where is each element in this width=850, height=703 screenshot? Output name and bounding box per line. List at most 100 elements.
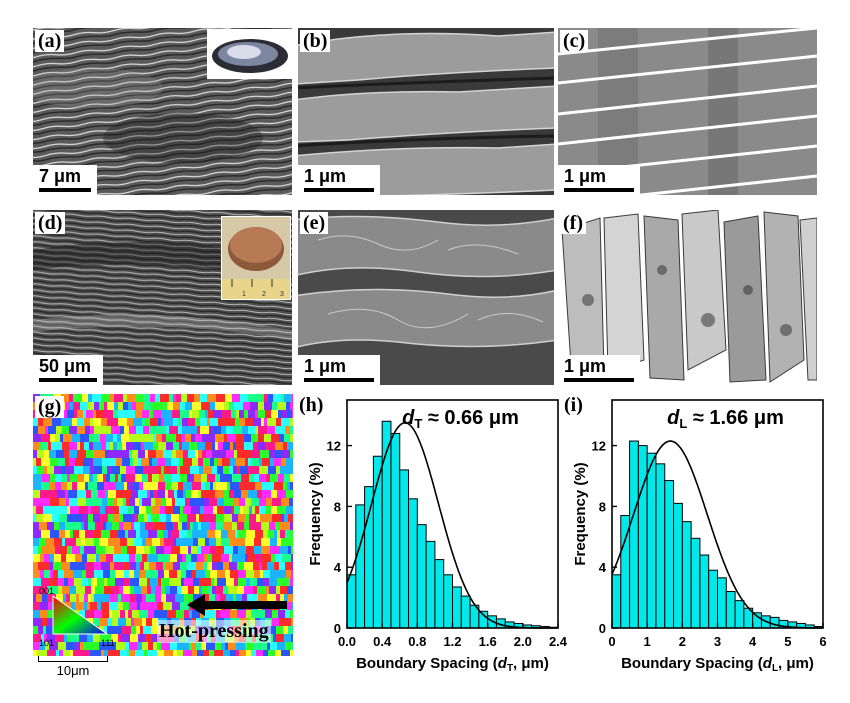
- x-tick-label: 0.0: [338, 634, 356, 649]
- panel-c: (c) 1 μm: [558, 28, 817, 195]
- y-tick-label: 12: [592, 439, 606, 454]
- panel-b: (b) 1 μm: [298, 28, 554, 195]
- panel-d-label: (d): [35, 212, 66, 234]
- histogram-bar: [673, 502, 683, 629]
- panel-c-label: (c): [560, 30, 589, 52]
- histogram-bar: [443, 574, 453, 629]
- panel-b-label: (b): [300, 30, 331, 52]
- histogram-bar: [655, 463, 666, 629]
- panel-f: (f) 1 μm: [558, 210, 817, 385]
- x-tick-label: 0.8: [408, 634, 426, 649]
- x-tick-label: 5: [784, 634, 791, 649]
- histogram-bar: [752, 612, 762, 629]
- x-tick-label: 2: [679, 634, 686, 649]
- x-tick-label: 1.6: [479, 634, 497, 649]
- scale-bar-e: 1 μm: [298, 355, 380, 385]
- panel-i-label: (i): [561, 394, 586, 416]
- histogram-bar: [717, 577, 727, 629]
- histogram-bar: [364, 486, 374, 629]
- panel-h: 0.0 0.4 0.8 1.2 1.6 2.0 2.4 0 4 8 12 Frequency (%) B…: [296, 392, 570, 698]
- scale-bar-f-text: 1 μm: [564, 356, 607, 376]
- y-axis-label: Frequency (%): [307, 462, 324, 565]
- scale-bar-f: 1 μm: [558, 355, 640, 385]
- histogram-bar: [434, 559, 445, 629]
- histogram-bar: [611, 574, 622, 629]
- histogram-bar: [416, 524, 427, 629]
- y-axis-label: Frequency (%): [572, 462, 589, 565]
- panel-f-label: (f): [560, 212, 586, 234]
- histogram-bar: [408, 498, 418, 629]
- panel-e: (e) 1 μm: [298, 210, 554, 385]
- histogram-bar: [690, 537, 701, 629]
- ipf-label-111: 111: [101, 638, 115, 648]
- hot-pressing-label: Hot-pressing: [157, 620, 271, 643]
- x-axis-label: Boundary Spacing (dL, μm): [621, 655, 814, 674]
- y-tick-label: 8: [599, 499, 606, 514]
- y-tick-label: 4: [334, 560, 342, 575]
- panel-a: (a) 7 μm: [33, 28, 292, 195]
- histogram-bar: [346, 574, 357, 629]
- x-tick-label: 6: [819, 634, 826, 649]
- ipf-label-001: 001: [39, 586, 54, 596]
- ipf-key: 001 101 111: [37, 584, 127, 648]
- y-tick-label: 4: [599, 560, 607, 575]
- histogram-bar: [769, 616, 780, 629]
- scale-bar-b: 1 μm: [298, 165, 380, 195]
- histogram-bar: [734, 600, 745, 629]
- histogram-bar: [355, 504, 366, 629]
- disc-sample-inset: 1 2 3: [221, 216, 291, 300]
- histogram-bar: [629, 440, 639, 629]
- x-tick-label: 4: [749, 634, 757, 649]
- ruler-tick-1: 1: [242, 291, 246, 298]
- scale-bar-a: 7 μm: [33, 165, 97, 195]
- tem-image-c: [558, 28, 817, 195]
- histogram-bar: [708, 569, 718, 629]
- x-tick-label: 3: [714, 634, 721, 649]
- histogram-bar: [390, 432, 401, 629]
- y-tick-label: 0: [334, 621, 341, 636]
- x-tick-label: 1: [644, 634, 651, 649]
- histogram-bar: [725, 591, 736, 629]
- mean-spacing-annotation: dL ≈ 1.66 μm: [667, 407, 784, 431]
- panel-e-label: (e): [300, 212, 329, 234]
- scale-bar-a-text: 7 μm: [39, 166, 82, 186]
- panel-g-label: (g): [35, 396, 65, 418]
- shell-inset: [207, 29, 292, 79]
- scale-bar-b-text: 1 μm: [304, 166, 347, 186]
- ebsd-scale-text: 10μm: [56, 663, 90, 678]
- ebsd-scale-bar: 10μm: [38, 656, 108, 678]
- histogram-bar: [637, 445, 648, 629]
- histogram-bar: [452, 586, 462, 629]
- mean-spacing-annotation: dT ≈ 0.66 μm: [402, 407, 519, 431]
- scale-bar-d-text: 50 μm: [39, 356, 92, 376]
- ipf-triangle: 001 101 111: [39, 586, 115, 648]
- hot-pressing-annotation: Hot-pressing: [157, 594, 291, 650]
- scale-bar-c: 1 μm: [558, 165, 640, 195]
- scale-bar-d: 50 μm: [33, 355, 103, 385]
- scale-bar-e-text: 1 μm: [304, 356, 347, 376]
- x-axis-label: Boundary Spacing (dT, μm): [356, 655, 549, 674]
- panel-h-label: (h): [296, 394, 327, 416]
- ruler-tick-2: 2: [262, 291, 266, 298]
- panel-i: 0 1 2 3 4 5 6 0 4 8 12 Frequency (%) Boundary Spacin…: [561, 392, 835, 698]
- histogram-bar: [646, 452, 657, 629]
- histogram-bar: [425, 540, 436, 629]
- histogram-bar: [460, 595, 471, 629]
- ipf-label-101: 101: [39, 638, 54, 648]
- x-tick-label: 1.2: [443, 634, 461, 649]
- x-tick-label: 0.4: [373, 634, 392, 649]
- left-arrow-icon: [187, 594, 287, 616]
- panel-d: 1 2 3 (d) 50 μm: [33, 210, 292, 385]
- y-tick-label: 0: [599, 621, 606, 636]
- histogram-bar: [664, 480, 675, 629]
- histogram-bar: [699, 554, 710, 629]
- panel-a-label: (a): [35, 30, 65, 52]
- x-tick-label: 2.0: [514, 634, 532, 649]
- y-tick-label: 12: [327, 439, 341, 454]
- histogram-bar: [399, 469, 410, 629]
- histogram-bar: [681, 521, 692, 629]
- x-tick-label: 2.4: [549, 634, 568, 649]
- scale-bar-c-text: 1 μm: [564, 166, 607, 186]
